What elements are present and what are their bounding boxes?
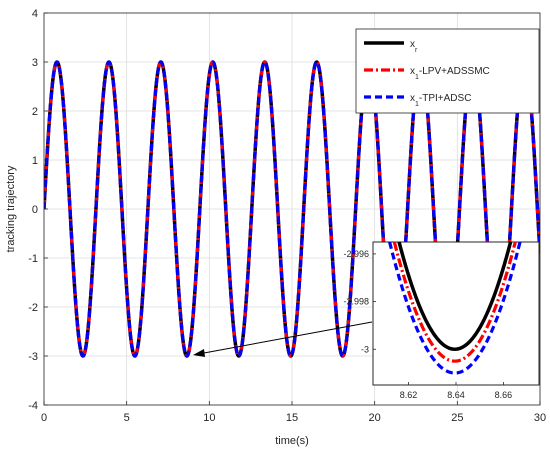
inset-line-xr [397,242,513,352]
inset-x-tick-label: 8.62 [400,390,418,400]
main-tick-labels: 0 5 10 15 20 25 30 -4 -3 -2 -1 0 1 2 3 4 [28,8,546,424]
legend-label: xr [410,39,418,54]
inset-x-tick-label: 8.66 [495,390,513,400]
legend-label: x1-TPI+ADSC [410,93,471,108]
inset-arrow-line [203,321,373,354]
inset-chart: 8.62 8.64 8.66 -3 -2.998 -2.996 [343,241,540,400]
y-tick-label: -2 [28,302,38,314]
inset-y-tick-label: -2.998 [343,297,369,307]
y-tick-label: -3 [28,351,38,363]
x-tick-label: 30 [534,412,546,424]
inset-lines [388,242,522,375]
legend-label-sub: 1 [415,101,419,108]
legend-label-sub: 1 [415,74,419,81]
inset-arrow-head [193,349,205,357]
x-tick-label: 25 [451,412,463,424]
y-axis-label: tracking trajectory [5,165,17,252]
x-tick-label: 0 [41,412,47,424]
x-axis-label: time(s) [275,435,309,447]
y-tick-label: 1 [32,155,38,167]
y-tick-label: 4 [32,8,38,20]
legend-label: x1-LPV+ADSSMC [410,66,490,81]
legend-label-sub: r [415,47,418,54]
legend-label-main: x [410,39,415,50]
legend-label-rest: -LPV+ADSSMC [419,66,490,77]
x-tick-label: 15 [286,412,298,424]
inset-line-lpv-adssmc [392,242,517,363]
y-tick-label: 0 [32,204,38,216]
inset-y-tick-label: -2.996 [343,249,369,259]
legend-label-main: x [410,93,415,104]
inset-y-tick-label: -3 [361,344,369,354]
x-tick-label: 20 [369,412,381,424]
x-tick-label: 5 [124,412,130,424]
y-tick-label: -1 [28,253,38,265]
y-tick-label: 3 [32,57,38,69]
legend-label-main: x [410,66,415,77]
legend-label-rest: -TPI+ADSC [419,93,472,104]
x-tick-label: 10 [203,412,215,424]
y-tick-label: -4 [28,400,38,412]
y-tick-label: 2 [32,106,38,118]
inset-x-tick-label: 8.64 [447,390,465,400]
